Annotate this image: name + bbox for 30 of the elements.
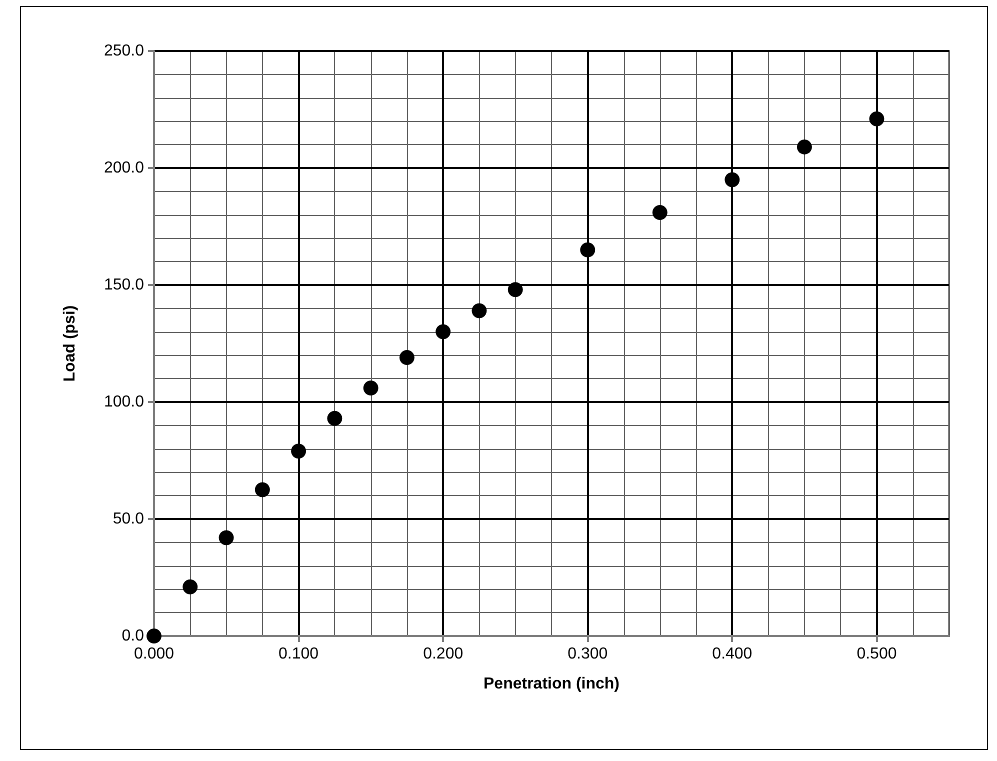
- x-tick-label: 0.200: [423, 646, 464, 662]
- x-tick-label: 0.400: [712, 646, 752, 662]
- x-tick-label: 0.100: [278, 646, 319, 662]
- x-tick-label: 0.500: [856, 646, 897, 662]
- x-axis-title: Penetration (inch): [483, 676, 620, 692]
- point: [652, 204, 668, 220]
- x-tick-label: 0.000: [134, 646, 174, 662]
- point: [146, 628, 162, 644]
- y-tick-label: 150.0: [104, 276, 144, 294]
- y-tick-label: 100.0: [104, 394, 144, 410]
- point: [291, 444, 306, 459]
- point: [218, 530, 234, 546]
- y-tick-label: 0.0: [122, 628, 144, 644]
- point: [869, 111, 884, 126]
- point: [724, 172, 740, 188]
- point: [363, 380, 378, 396]
- point: [182, 579, 198, 594]
- point: [796, 139, 812, 154]
- point: [254, 482, 270, 498]
- x-tick-label: 0.300: [568, 646, 608, 662]
- y-axis-title: Load (psi): [62, 305, 78, 382]
- point: [399, 350, 414, 366]
- point: [327, 410, 342, 426]
- point: [436, 324, 451, 340]
- point: [472, 303, 487, 318]
- point: [508, 282, 523, 298]
- y-tick-label: 50.0: [112, 510, 144, 528]
- y-tick-label: 250.0: [104, 42, 144, 60]
- point: [580, 242, 596, 258]
- y-tick-label: 200.0: [104, 160, 144, 176]
